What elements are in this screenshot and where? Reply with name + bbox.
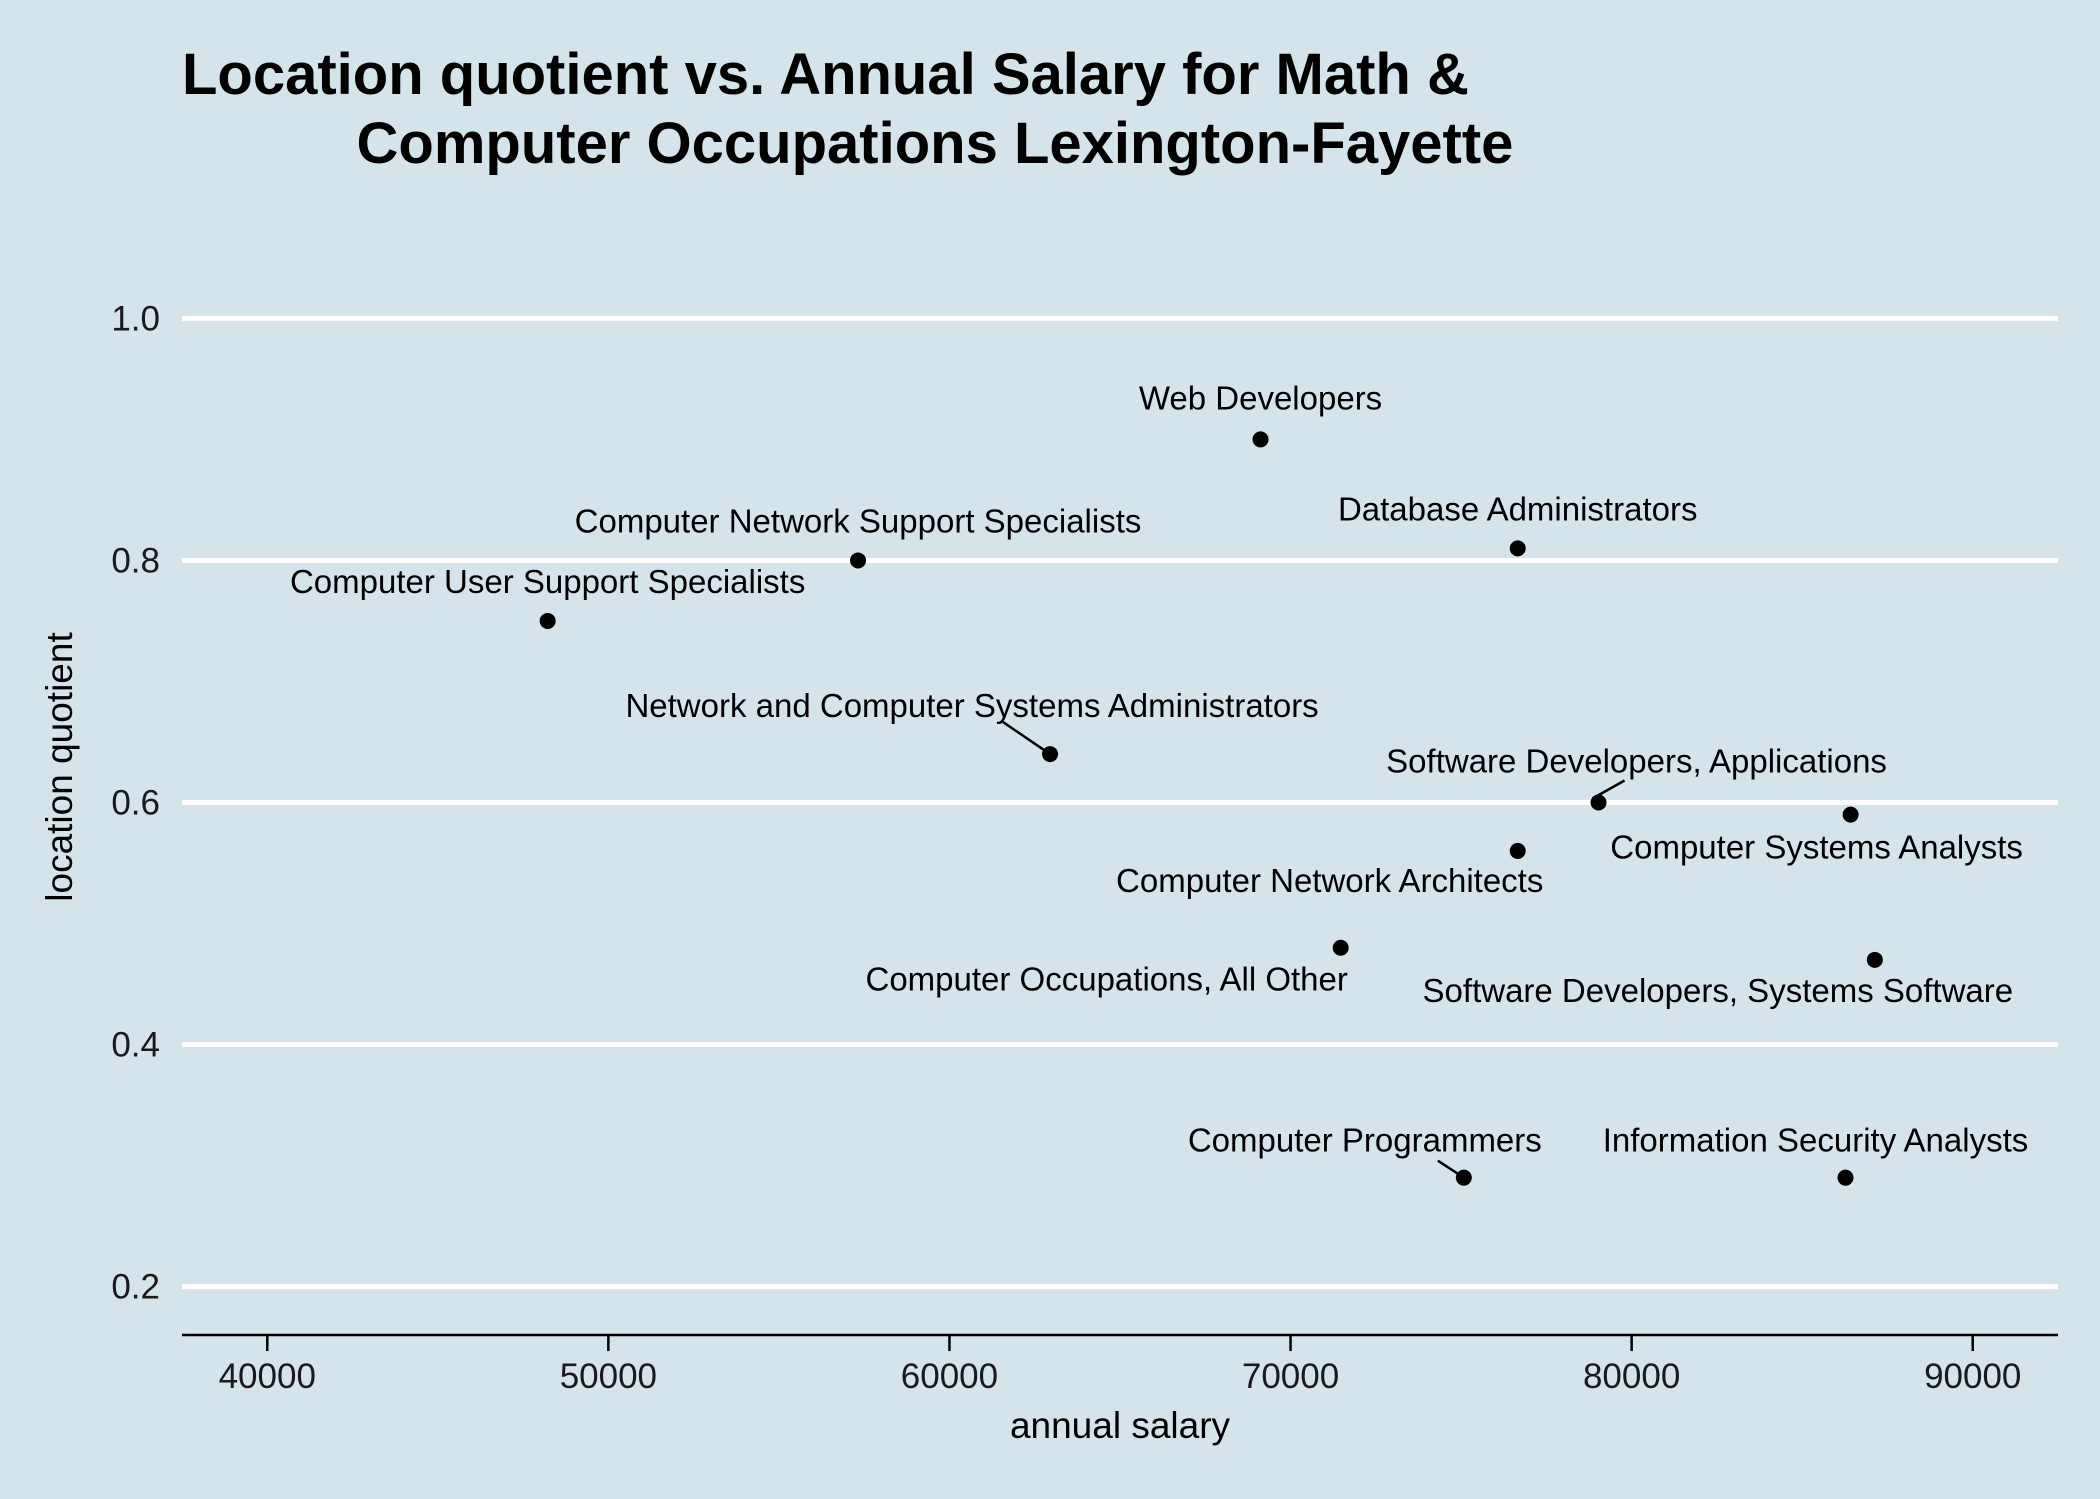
data-point	[1509, 842, 1526, 859]
y-axis-title: location quotient	[39, 632, 80, 902]
data-point	[1837, 1169, 1854, 1186]
data-point-label: Network and Computer Systems Administrat…	[625, 687, 1318, 724]
grid-lines	[182, 315, 2058, 1290]
x-tick-label: 70000	[1242, 1357, 1339, 1396]
data-point	[1252, 431, 1269, 448]
data-point	[1509, 540, 1526, 557]
data-point	[1455, 1169, 1472, 1186]
data-point-label: Software Developers, Applications	[1386, 743, 1887, 780]
data-point-label: Computer Programmers	[1188, 1122, 1542, 1159]
y-tick-label: 0.4	[111, 1026, 160, 1065]
data-point-label: Computer User Support Specialists	[290, 563, 805, 600]
y-tick-label: 1.0	[111, 299, 160, 338]
data-point	[1866, 951, 1883, 968]
data-point	[1332, 939, 1349, 956]
data-point-label: Computer Systems Analysts	[1610, 829, 2023, 866]
y-axis-tick-labels: 0.2 0.4 0.6 0.8 1.0	[111, 299, 160, 1306]
x-axis-title: annual salary	[1010, 1405, 1231, 1446]
data-point-label: Information Security Analysts	[1603, 1122, 2029, 1159]
data-point-label: Database Administrators	[1338, 490, 1698, 527]
y-tick-label: 0.2	[111, 1268, 160, 1307]
data-points	[539, 431, 1883, 1186]
chart-title-line-1: Location quotient vs. Annual Salary for …	[182, 42, 1469, 107]
label-leader-line	[1002, 721, 1045, 752]
y-tick-label: 0.6	[111, 784, 160, 823]
data-point-label: Web Developers	[1139, 379, 1382, 416]
data-point-labels: Web Developers Computer Network Support S…	[290, 379, 2028, 1158]
x-tick-label: 90000	[1924, 1357, 2021, 1396]
data-point-label: Software Developers, Systems Software	[1423, 972, 2014, 1009]
x-axis: 40000 50000 60000 70000 80000 90000	[182, 1333, 2058, 1396]
x-tick-label: 50000	[560, 1357, 657, 1396]
data-point	[1590, 794, 1607, 811]
data-point	[539, 612, 556, 629]
data-point	[1042, 746, 1059, 763]
data-point-label: Computer Occupations, All Other	[865, 961, 1347, 998]
x-tick-label: 40000	[219, 1357, 316, 1396]
label-leader-line	[1437, 1159, 1459, 1175]
data-point	[850, 552, 867, 569]
data-point	[1842, 806, 1859, 823]
data-point-label: Computer Network Architects	[1116, 862, 1543, 899]
y-tick-label: 0.8	[111, 541, 160, 580]
x-tick-label: 80000	[1583, 1357, 1680, 1396]
x-tick-label: 60000	[901, 1357, 998, 1396]
chart-title-line-2: Computer Occupations Lexington-Fayette	[357, 111, 1514, 176]
data-point-label: Computer Network Support Specialists	[575, 502, 1142, 539]
